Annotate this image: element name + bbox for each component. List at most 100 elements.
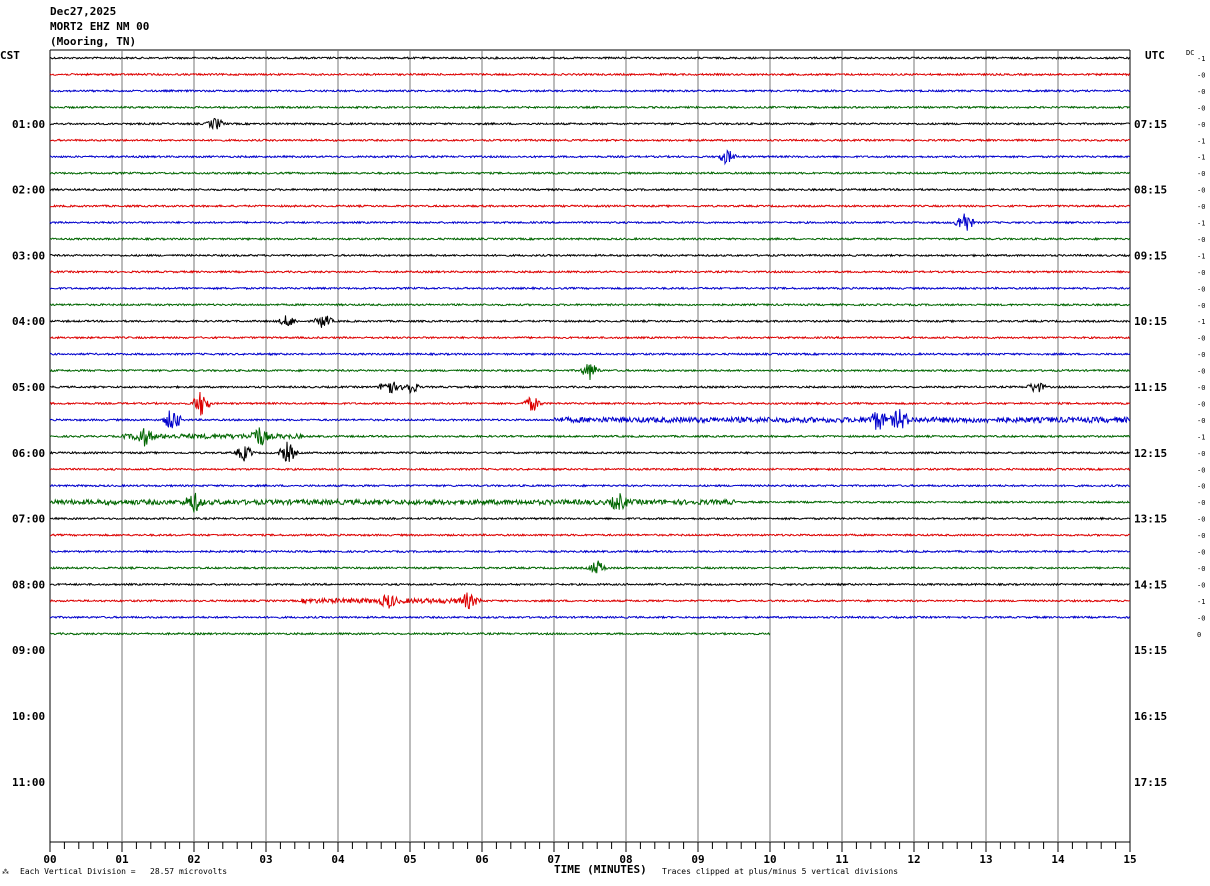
dc-label: DC [1186, 49, 1195, 57]
dc-offset-label: -1 [1197, 598, 1205, 606]
trace-row [49, 592, 1131, 610]
dc-offset-label: -0 [1197, 368, 1205, 376]
trace-row [49, 549, 1131, 554]
x-tick-label: 03 [259, 853, 272, 866]
trace-row [49, 269, 1131, 274]
x-tick-label: 08 [619, 853, 632, 866]
right-hour-label: 15:15 [1134, 644, 1167, 657]
trace-row [49, 88, 1131, 93]
dc-offset-label: -0 [1197, 466, 1205, 474]
dc-offset-label: -0 [1197, 236, 1205, 244]
x-tick-label: 06 [475, 853, 489, 866]
dc-offset-label: -0 [1197, 351, 1205, 359]
dc-offset-label: -0 [1197, 203, 1205, 211]
dc-offset-label: -0 [1197, 483, 1205, 491]
x-tick-label: 11 [835, 853, 849, 866]
left-hour-label: 03:00 [12, 249, 45, 262]
dc-offset-label: -1 [1197, 318, 1205, 326]
dc-offset-label: -0 [1197, 121, 1205, 129]
right-hour-label: 12:15 [1134, 447, 1167, 460]
dc-offset-label: -0 [1197, 285, 1205, 293]
right-hour-label: 17:15 [1134, 776, 1167, 789]
axis-labels: 00 01 02 03 04 05 06 07 08 09 10 11 12 13 14 15 01:00 02:… [12, 55, 1205, 866]
x-tick-label: 02 [187, 853, 200, 866]
dc-offset-label: -0 [1197, 104, 1205, 112]
dc-offset-label: -0 [1197, 516, 1205, 524]
trace-row [49, 631, 771, 636]
chart-date: Dec27,2025 [50, 5, 117, 18]
trace-row [49, 427, 1131, 447]
dc-offset-label: -0 [1197, 335, 1205, 343]
dc-offset-label: -0 [1197, 384, 1205, 392]
dc-offset-label: -0 [1197, 71, 1205, 79]
right-hour-label: 11:15 [1134, 381, 1167, 394]
left-timezone: CST [0, 49, 20, 62]
right-hour-label: 07:15 [1134, 118, 1167, 131]
dc-offset-label: -0 [1197, 499, 1205, 507]
trace-row [49, 516, 1131, 521]
clip-note: Traces clipped at plus/minus 5 vertical … [662, 867, 899, 876]
x-tick-label: 09 [691, 853, 704, 866]
trace-row [49, 286, 1131, 291]
x-tick-label: 04 [331, 853, 345, 866]
x-tick-label: 15 [1123, 853, 1136, 866]
right-hour-label: 09:15 [1134, 249, 1167, 262]
trace-row [49, 582, 1131, 587]
x-tick-label: 10 [763, 853, 776, 866]
dc-offset-label: -0 [1197, 450, 1205, 458]
trace-row [49, 149, 1130, 166]
dc-offset-label: -1 [1197, 433, 1205, 441]
dc-offset-label: -1 [1197, 220, 1205, 228]
dc-offset-label: -0 [1197, 532, 1205, 540]
trace-row [49, 391, 1131, 416]
dc-offset-label: 0 [1197, 631, 1201, 639]
trace-row [49, 483, 1131, 488]
x-tick-label: 00 [43, 853, 56, 866]
trace-row [49, 105, 1131, 110]
dc-offset-label: -0 [1197, 400, 1205, 408]
dc-offset-label: -0 [1197, 88, 1205, 96]
trace-row [49, 187, 1131, 192]
x-tick-label: 01 [115, 853, 129, 866]
x-tick-label: 13 [979, 853, 992, 866]
dc-offset-label: -0 [1197, 549, 1205, 557]
x-tick-label: 07 [547, 853, 560, 866]
dc-offset-label: -0 [1197, 187, 1205, 195]
station-location: (Mooring, TN) [50, 35, 137, 48]
left-hour-label: 02:00 [12, 184, 45, 197]
trace-row [49, 171, 1131, 176]
minute-gridlines [49, 49, 1131, 843]
dc-offset-label: -0 [1197, 269, 1205, 277]
left-hour-label: 07:00 [12, 513, 45, 526]
trace-row [49, 236, 1131, 241]
x-axis-title: TIME (MINUTES) [554, 863, 647, 876]
station-id: MORT2 EHZ NM 00 [50, 20, 150, 33]
trace-row [49, 302, 1131, 307]
trace-row [49, 441, 1131, 462]
trace-row [49, 55, 1131, 61]
trace-row [49, 253, 1131, 258]
trace-row [49, 533, 1131, 538]
trace-row [49, 117, 1131, 131]
right-timezone: UTC [1145, 49, 1165, 62]
dc-offset-label: -0 [1197, 565, 1205, 573]
left-hour-label: 01:00 [12, 118, 45, 131]
right-hour-label: 08:15 [1134, 184, 1167, 197]
x-tick-label: 14 [1051, 853, 1065, 866]
left-hour-label: 09:00 [12, 644, 45, 657]
right-hour-label: 14:15 [1134, 578, 1167, 591]
left-hour-label: 04:00 [12, 315, 45, 328]
left-hour-label: 05:00 [12, 381, 45, 394]
dc-offset-label: -0 [1197, 302, 1205, 310]
trace-row [49, 203, 1131, 209]
seismic-traces [49, 55, 1131, 636]
x-tick-label: 05 [403, 853, 416, 866]
right-hour-label: 10:15 [1134, 315, 1167, 328]
left-hour-label: 06:00 [12, 447, 45, 460]
x-tick-label: 12 [907, 853, 920, 866]
left-hour-label: 08:00 [12, 578, 45, 591]
trace-row [49, 492, 1131, 513]
dc-offset-label: -0 [1197, 614, 1205, 622]
trace-row [49, 560, 1131, 574]
